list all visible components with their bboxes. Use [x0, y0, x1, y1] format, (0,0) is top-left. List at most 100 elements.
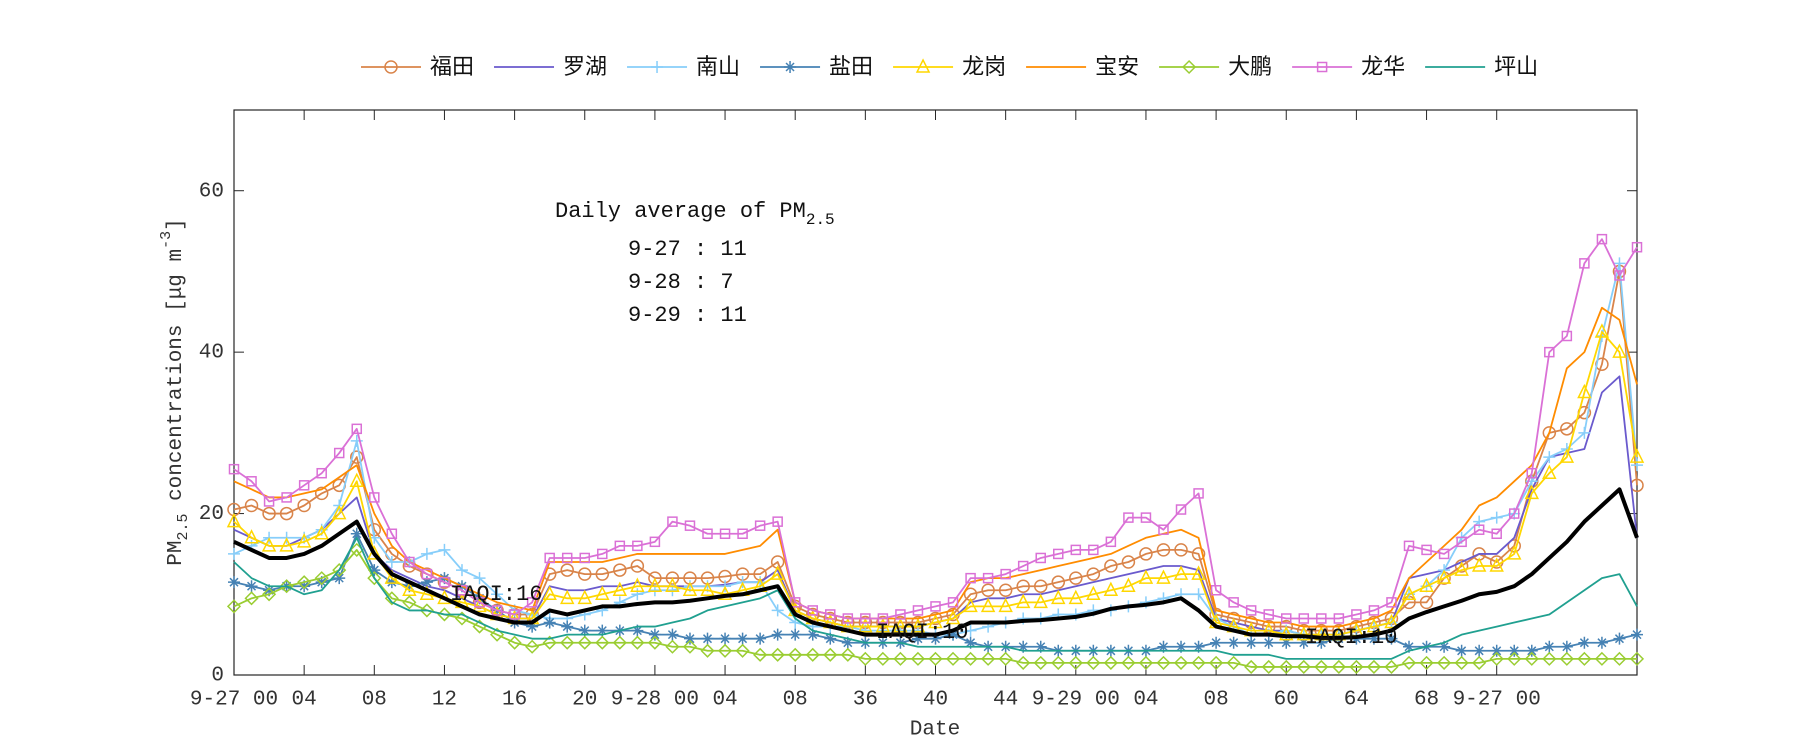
- marker: [246, 476, 257, 487]
- marker: [1631, 459, 1643, 472]
- marker: [1595, 636, 1608, 649]
- marker: [1490, 511, 1503, 524]
- y-label-part: PM: [165, 541, 188, 566]
- marker: [402, 581, 417, 596]
- marker: [1384, 659, 1399, 674]
- marker: [1577, 383, 1592, 399]
- marker: [1421, 544, 1432, 556]
- marker: [754, 520, 766, 531]
- marker: [667, 516, 678, 527]
- marker: [841, 636, 854, 649]
- marker: [1456, 536, 1467, 548]
- marker: [1261, 659, 1276, 674]
- marker: [297, 575, 312, 590]
- marker: [647, 577, 663, 592]
- marker: [612, 635, 627, 650]
- marker: [560, 635, 575, 650]
- marker: [1507, 545, 1522, 560]
- marker: [965, 572, 976, 584]
- marker: [998, 583, 1013, 597]
- marker: [1209, 655, 1224, 670]
- marker: [682, 581, 698, 596]
- marker: [526, 597, 538, 608]
- marker: [1508, 508, 1520, 519]
- marker: [1579, 258, 1590, 269]
- marker: [895, 609, 906, 620]
- marker: [420, 547, 433, 560]
- marker: [964, 624, 977, 637]
- marker: [244, 529, 259, 544]
- marker: [1401, 585, 1417, 601]
- marker: [772, 516, 783, 527]
- marker: [737, 528, 748, 539]
- marker: [561, 552, 573, 564]
- legend-label: 南山: [696, 55, 740, 80]
- marker: [1438, 548, 1450, 560]
- y-label-sub: 2.5: [175, 514, 192, 541]
- marker: [700, 581, 715, 596]
- marker: [263, 584, 276, 597]
- marker: [928, 613, 943, 629]
- marker: [912, 605, 924, 616]
- marker: [333, 572, 346, 585]
- marker: [1631, 241, 1643, 253]
- marker: [719, 528, 731, 539]
- marker: [1121, 655, 1136, 670]
- marker: [630, 635, 645, 650]
- marker: [648, 571, 662, 585]
- marker: [1069, 571, 1083, 585]
- marker: [1175, 640, 1188, 653]
- marker: [683, 632, 696, 645]
- marker: [1174, 543, 1188, 557]
- marker: [1138, 569, 1154, 584]
- marker: [1244, 615, 1258, 630]
- marker: [437, 607, 452, 622]
- marker: [1281, 613, 1292, 624]
- marker: [385, 556, 398, 568]
- marker: [805, 647, 820, 662]
- marker: [893, 617, 908, 633]
- marker: [1578, 636, 1591, 649]
- marker: [1297, 636, 1310, 649]
- marker: [1507, 651, 1522, 666]
- marker: [665, 571, 680, 585]
- marker: [651, 61, 664, 73]
- marker: [1244, 659, 1259, 674]
- marker: [789, 628, 802, 641]
- marker: [315, 576, 328, 589]
- marker: [577, 635, 592, 650]
- marker: [367, 571, 382, 586]
- marker: [1175, 504, 1187, 515]
- marker: [473, 572, 486, 585]
- marker: [1366, 617, 1382, 633]
- marker: [1367, 632, 1380, 645]
- marker: [350, 527, 363, 540]
- iaqi-label: IAQI:16: [450, 582, 542, 607]
- marker: [717, 643, 733, 658]
- marker: [630, 559, 645, 573]
- marker: [1156, 569, 1171, 584]
- marker: [1262, 636, 1275, 649]
- marker: [559, 589, 575, 605]
- marker: [613, 563, 627, 577]
- marker: [1594, 651, 1609, 666]
- marker: [228, 463, 240, 475]
- marker: [1123, 512, 1134, 523]
- marker: [1559, 651, 1574, 666]
- marker: [384, 60, 398, 74]
- marker: [771, 628, 784, 641]
- marker: [1578, 426, 1591, 439]
- marker: [1033, 655, 1048, 670]
- x-tick-label: 36: [853, 689, 878, 712]
- marker: [1560, 640, 1573, 653]
- marker: [647, 635, 662, 650]
- legend-label: 罗湖: [563, 55, 607, 80]
- marker: [915, 58, 931, 73]
- marker: [1490, 644, 1503, 657]
- marker: [1629, 651, 1645, 666]
- marker: [1401, 655, 1417, 670]
- marker: [526, 620, 539, 633]
- marker: [491, 605, 503, 616]
- marker: [543, 616, 556, 629]
- marker: [665, 639, 680, 654]
